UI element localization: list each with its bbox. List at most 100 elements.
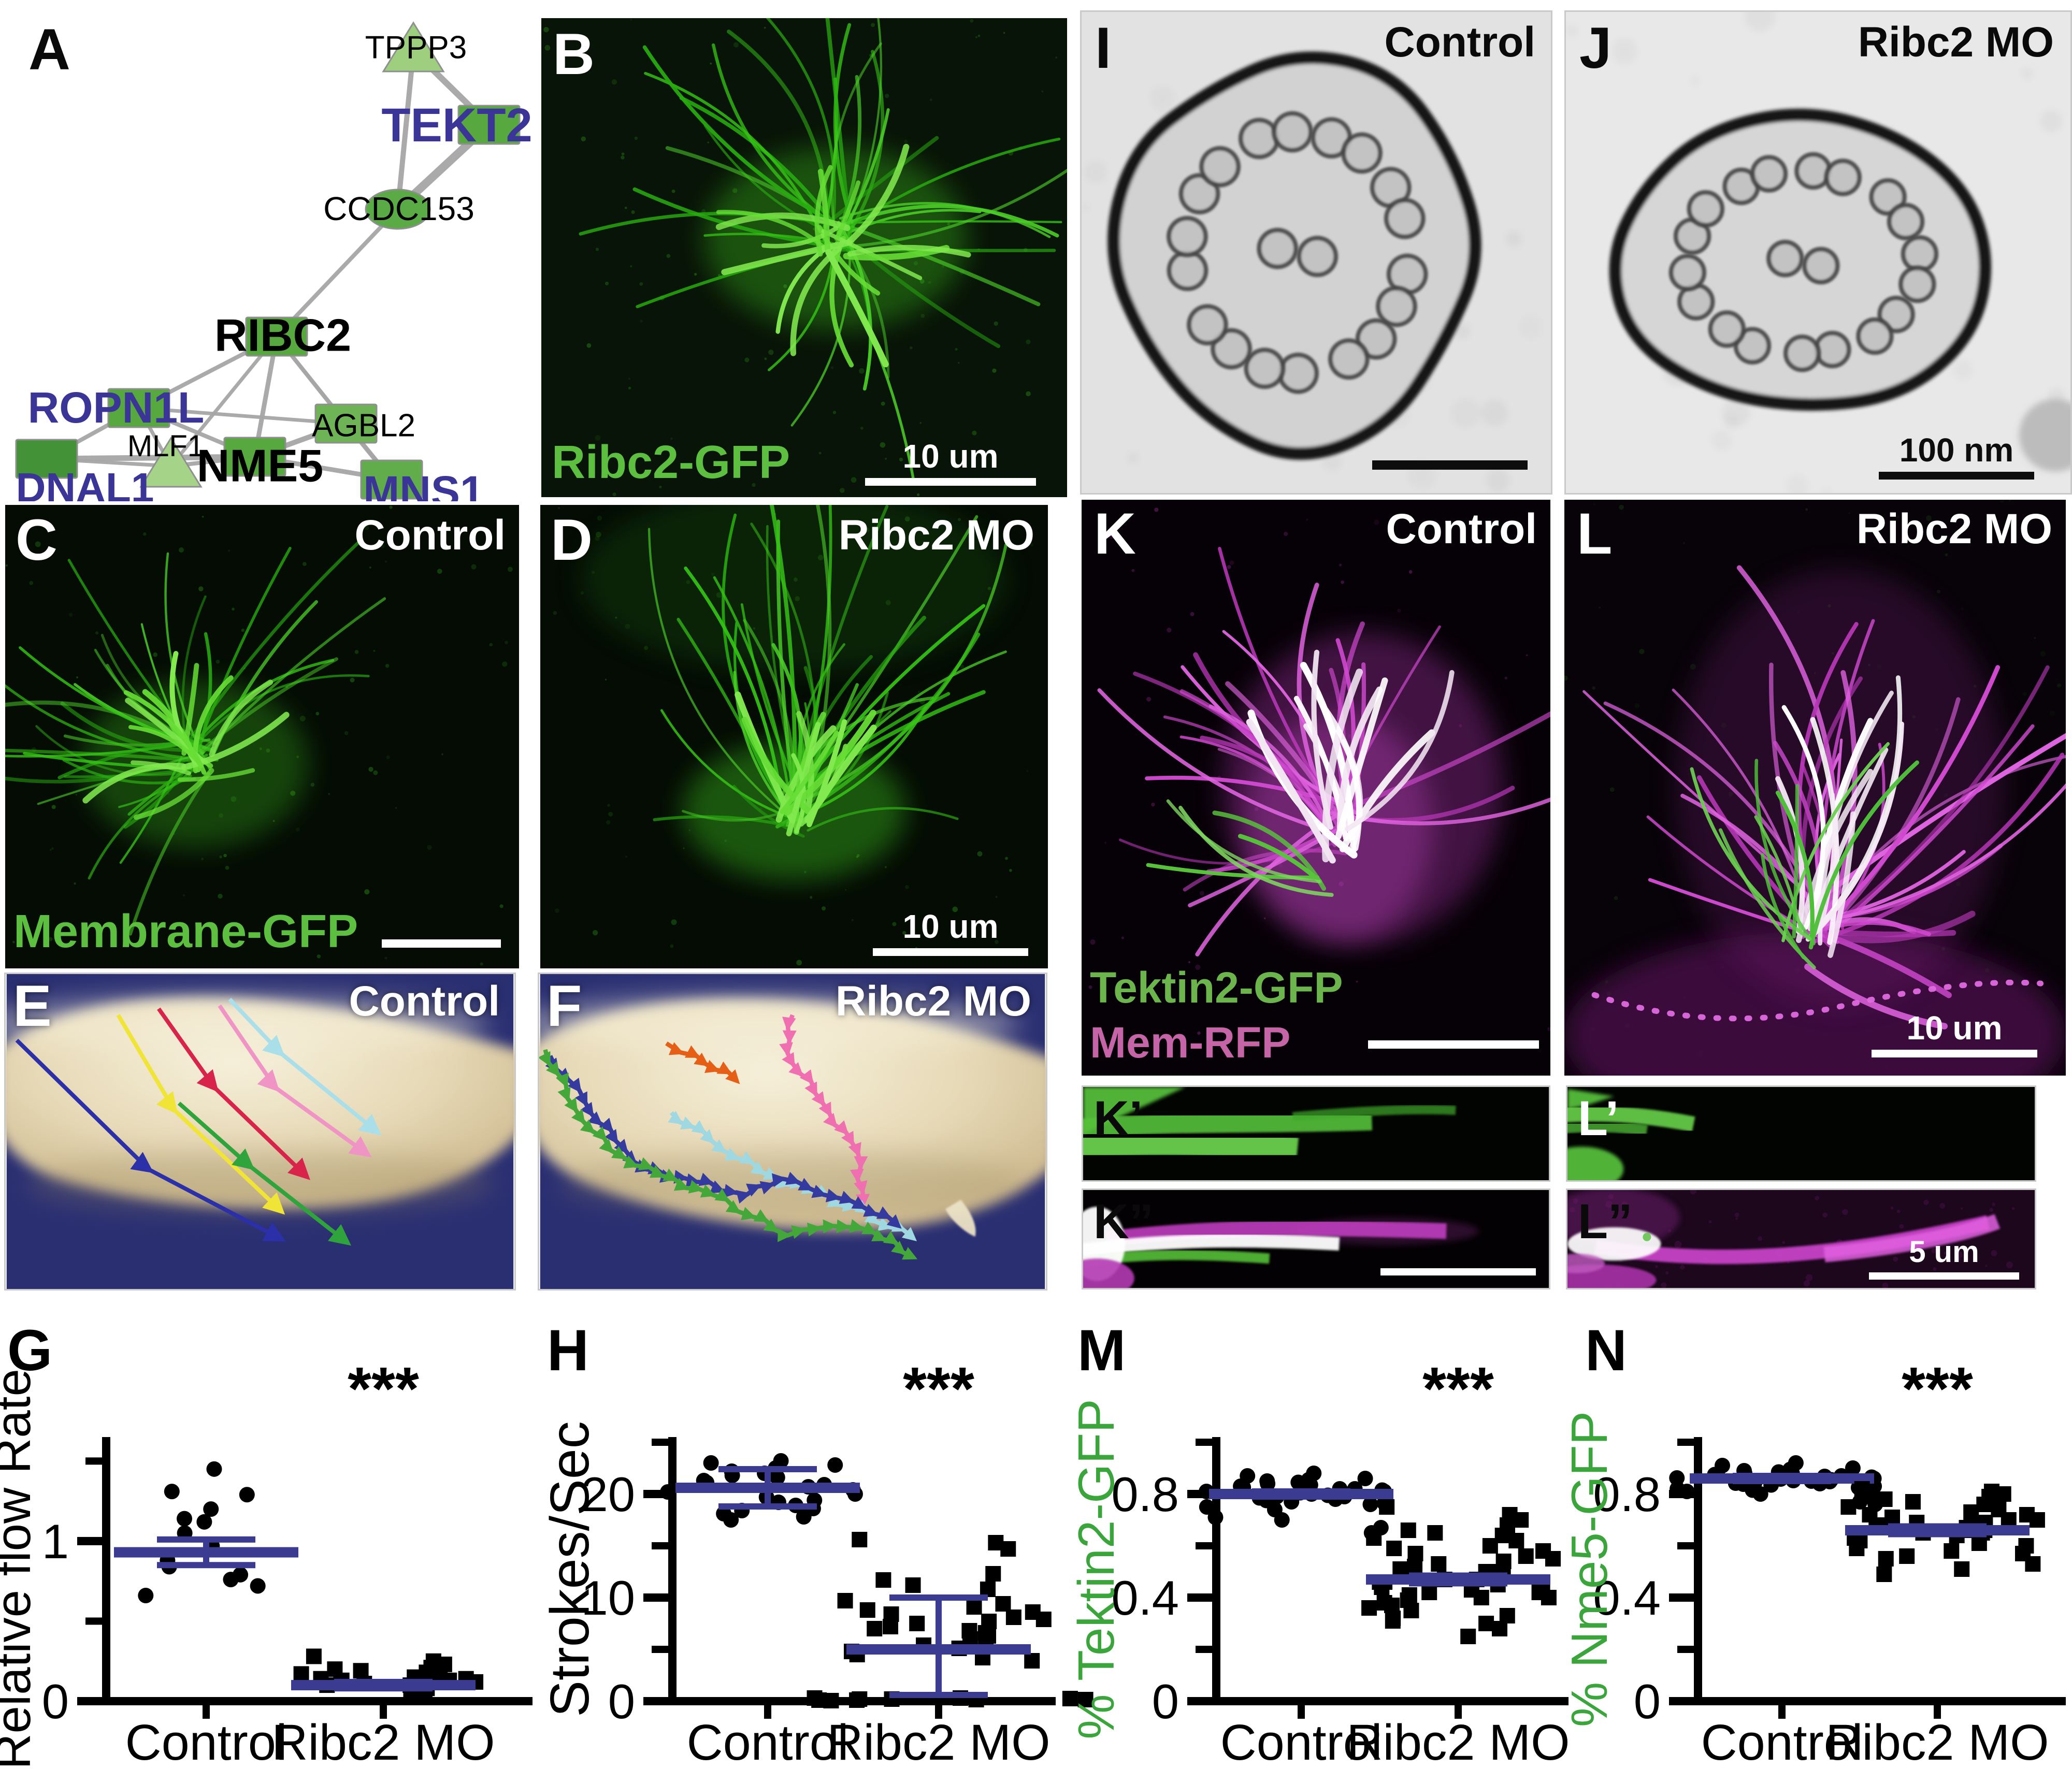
panel-Lprime-strip: L’: [1566, 1085, 2036, 1182]
panel-letter-E: E: [13, 974, 52, 1038]
svg-text:Control: Control: [125, 1714, 287, 1769]
panel-letter-Ldoubleprime: L”: [1578, 1194, 1633, 1249]
panel-letter-L: L: [1577, 501, 1613, 566]
scale-text-L: 10 um: [1906, 1009, 2003, 1047]
scale-bar-line: [1372, 460, 1528, 470]
panel-letter-G: G: [7, 1318, 53, 1383]
svg-text:10: 10: [581, 1571, 635, 1625]
svg-text:0: 0: [608, 1674, 635, 1729]
panel-I-TEM: I Control: [1080, 10, 1552, 495]
panel-letter-Lprime: L’: [1578, 1091, 1619, 1146]
tem-image: [1082, 12, 1551, 493]
svg-text:Ribc2 MO: Ribc2 MO: [827, 1714, 1050, 1769]
svg-text:20: 20: [581, 1467, 635, 1521]
svg-text:Strokes/Sec: Strokes/Sec: [539, 1421, 600, 1717]
svg-text:NME5: NME5: [197, 440, 324, 491]
svg-text:0.8: 0.8: [1593, 1467, 1661, 1521]
panel-letter-Kdoubleprime: K”: [1093, 1194, 1154, 1249]
scale-bar-L: 10 um: [1872, 1011, 2037, 1057]
svg-text:TPPP3: TPPP3: [365, 30, 467, 65]
scale-bar-line: [1872, 1050, 2037, 1057]
svg-text:Ribc2 MO: Ribc2 MO: [1825, 1714, 2049, 1769]
panel-L-micrograph: L Ribc2 MO 10 um: [1564, 500, 2066, 1076]
tem-image: [1566, 12, 2070, 493]
scale-text-B: 10 um: [902, 438, 999, 475]
cilium-zoom-image: [1567, 1087, 2035, 1180]
svg-text:DNAL1: DNAL1: [16, 465, 154, 501]
svg-text:Control: Control: [1701, 1714, 1863, 1769]
scale-bar-J: 100 nm: [1879, 433, 2034, 480]
panel-Kdoubleprime-strip: K”: [1082, 1188, 1550, 1289]
condition-label-J: Ribc2 MO: [1858, 19, 2054, 66]
panel-letter-D: D: [551, 508, 593, 572]
panel-letter-F: F: [546, 974, 582, 1038]
panel-Kprime-strip: K’: [1082, 1085, 1550, 1182]
scale-bar-line: [1380, 1268, 1536, 1275]
condition-label-F: Ribc2 MO: [835, 978, 1031, 1025]
scale-bar-line: [1879, 472, 2034, 480]
fluorescence-image: [5, 505, 519, 968]
panel-A-network: TPPP3 TEKT2 CCDC153 RIBC2 ROPN1L MLF1 AGBL2 DNA…: [0, 0, 536, 501]
panel-letter-J: J: [1579, 16, 1612, 80]
panel-B-micrograph: B Ribc2-GFP 10 um: [541, 18, 1067, 497]
svg-text:0.4: 0.4: [1111, 1571, 1179, 1625]
embryo-flow-image: [6, 974, 514, 1289]
condition-label-E: Control: [349, 978, 500, 1025]
scale-bar-line: [382, 939, 501, 948]
svg-text:0.8: 0.8: [1111, 1467, 1179, 1521]
panel-Ldoubleprime-strip: L” 5 um: [1566, 1188, 2036, 1289]
svg-text:0: 0: [1152, 1674, 1179, 1729]
svg-text:***: ***: [348, 1355, 419, 1423]
svg-text:***: ***: [1902, 1355, 1973, 1423]
svg-text:RIBC2: RIBC2: [214, 310, 351, 361]
svg-text:MNS1: MNS1: [363, 467, 484, 501]
svg-text:1: 1: [42, 1514, 69, 1569]
svg-text:0: 0: [42, 1674, 69, 1729]
panel-D-micrograph: D Ribc2 MO 10 um: [540, 505, 1048, 968]
scale-bar-line: [865, 478, 1036, 486]
panel-letter-M: M: [1077, 1318, 1126, 1383]
scale-text-J: 100 nm: [1899, 431, 2014, 469]
chart-H-strokes-per-sec: 0 10 20 Control Ribc2 MO Strokes/Sec *** H: [539, 1318, 1093, 1769]
cilium-zoom-image: [1567, 1190, 2035, 1288]
panel-letter-C: C: [16, 508, 57, 572]
panel-K-micrograph: K Control Tektin2-GFP Mem-RFP: [1082, 500, 1550, 1076]
fluorescence-image: [1082, 500, 1550, 1076]
svg-text:ROPN1L: ROPN1L: [28, 383, 205, 432]
embryo-flow-image: [539, 974, 1046, 1289]
panel-letter-H: H: [547, 1318, 589, 1383]
scale-text-Ldoubleprime: 5 um: [1909, 1235, 1979, 1269]
svg-text:% Nme5-GFP: % Nme5-GFP: [1561, 1411, 1618, 1727]
condition-label-C: Control: [354, 512, 506, 559]
svg-text:TEKT2: TEKT2: [381, 99, 532, 152]
marker-label-membrane-gfp: Membrane-GFP: [13, 906, 358, 958]
scale-bar-Ldoubleprime: 5 um: [1869, 1237, 2019, 1280]
svg-text:Relative flow Rate: Relative flow Rate: [0, 1369, 41, 1769]
svg-text:***: ***: [903, 1355, 974, 1423]
svg-text:Control: Control: [1220, 1714, 1383, 1769]
scale-bar-line: [1869, 1272, 2019, 1280]
marker-label-tektin2-gfp: Tektin2-GFP: [1090, 963, 1343, 1012]
fluorescence-image: [540, 505, 1048, 968]
panel-letter-A: A: [28, 17, 70, 82]
scale-bar-line: [1368, 1040, 1539, 1049]
svg-text:Ribc2 MO: Ribc2 MO: [271, 1714, 495, 1769]
fluorescence-image: [1564, 500, 2066, 1076]
condition-label-K: Control: [1386, 505, 1537, 553]
panel-E-flow-tracks: E Control: [4, 973, 516, 1291]
condition-label-L: Ribc2 MO: [1856, 505, 2052, 553]
svg-text:CCDC153: CCDC153: [323, 190, 474, 227]
chart-N-nme5-gfp: 0 0.4 0.8 Control Ribc2 MO % Nme5-GFP *** N: [1561, 1321, 2072, 1769]
svg-text:***: ***: [1422, 1355, 1494, 1423]
cilium-zoom-image: [1083, 1087, 1549, 1180]
chart-G-relative-flow-rate: 0 1 Control Ribc2 MO Relative flow Rate *** G: [0, 1321, 539, 1769]
panel-J-TEM: J Ribc2 MO 100 nm: [1564, 10, 2072, 495]
svg-text:0.4: 0.4: [1593, 1571, 1661, 1625]
panel-letter-K: K: [1094, 501, 1136, 566]
svg-text:MLF1: MLF1: [127, 429, 204, 463]
